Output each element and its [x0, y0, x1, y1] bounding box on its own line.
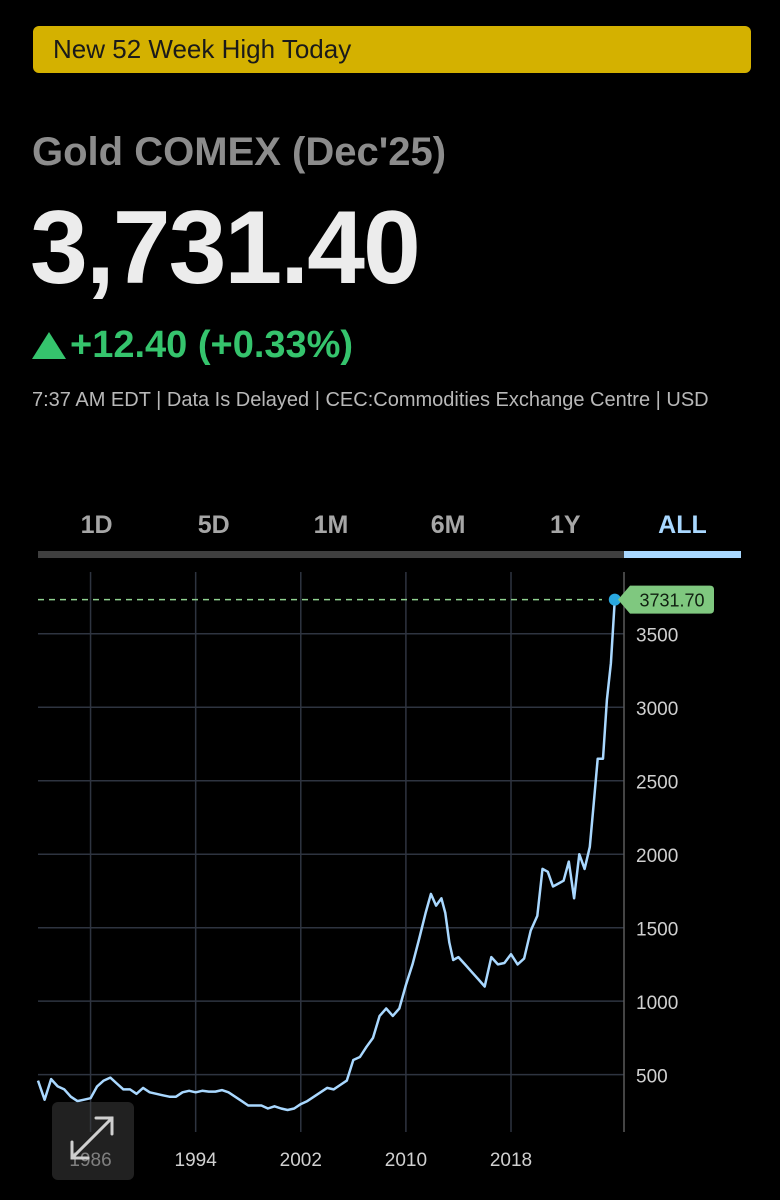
last-price: 3,731.40 — [30, 190, 421, 306]
last-value-tag — [618, 585, 714, 614]
y-tick-label: 500 — [636, 1067, 668, 1088]
tab-1d[interactable]: 1D — [80, 511, 113, 539]
chart-axes: 5001000150020002500300035001986199420022… — [69, 572, 678, 1171]
x-tick-label: 2018 — [490, 1150, 532, 1171]
banner-text: New 52 Week High Today — [53, 34, 352, 64]
up-arrow-icon — [32, 332, 66, 359]
y-tick-label: 1000 — [636, 993, 678, 1014]
tab-all[interactable]: ALL — [658, 511, 707, 539]
tab-5d[interactable]: 5D — [197, 511, 230, 539]
price-change-value: +12.40 (+0.33%) — [70, 324, 354, 366]
active-tab-indicator — [624, 551, 741, 558]
y-tick-label: 3000 — [636, 699, 678, 720]
quote-meta: 7:37 AM EDT | Data Is Delayed | CEC:Comm… — [32, 389, 709, 411]
new-high-banner: New 52 Week High Today — [33, 26, 751, 73]
y-tick-label: 3500 — [636, 626, 678, 647]
tab-bar — [38, 551, 741, 558]
tab-6m[interactable]: 6M — [430, 511, 466, 539]
price-chart[interactable]: 5001000150020002500300035001986199420022… — [0, 560, 780, 1180]
tab-1y[interactable]: 1Y — [549, 511, 581, 539]
expand-chart-button[interactable] — [52, 1102, 134, 1180]
price-change: +12.40 (+0.33%) — [32, 324, 353, 367]
chart-series — [36, 599, 617, 1112]
y-tick-label: 1500 — [636, 920, 678, 941]
chart-last-value: 3731.70 — [38, 585, 714, 614]
y-tick-label: 2500 — [636, 773, 678, 794]
instrument-title: Gold COMEX (Dec'25) — [32, 130, 447, 174]
x-tick-label: 1994 — [175, 1150, 218, 1171]
last-value-label: 3731.70 — [639, 591, 704, 611]
tab-1m[interactable]: 1M — [313, 511, 349, 539]
last-value-dot — [608, 593, 621, 606]
expand-arrows-icon — [70, 1116, 114, 1160]
x-tick-label: 2002 — [280, 1150, 322, 1171]
x-tick-label: 2010 — [385, 1150, 427, 1171]
range-tabs: 1D 5D 1M 6M 1Y ALL — [38, 503, 741, 559]
y-tick-label: 2000 — [636, 846, 678, 867]
chart-grid — [38, 572, 624, 1132]
price-series-line — [36, 599, 617, 1112]
